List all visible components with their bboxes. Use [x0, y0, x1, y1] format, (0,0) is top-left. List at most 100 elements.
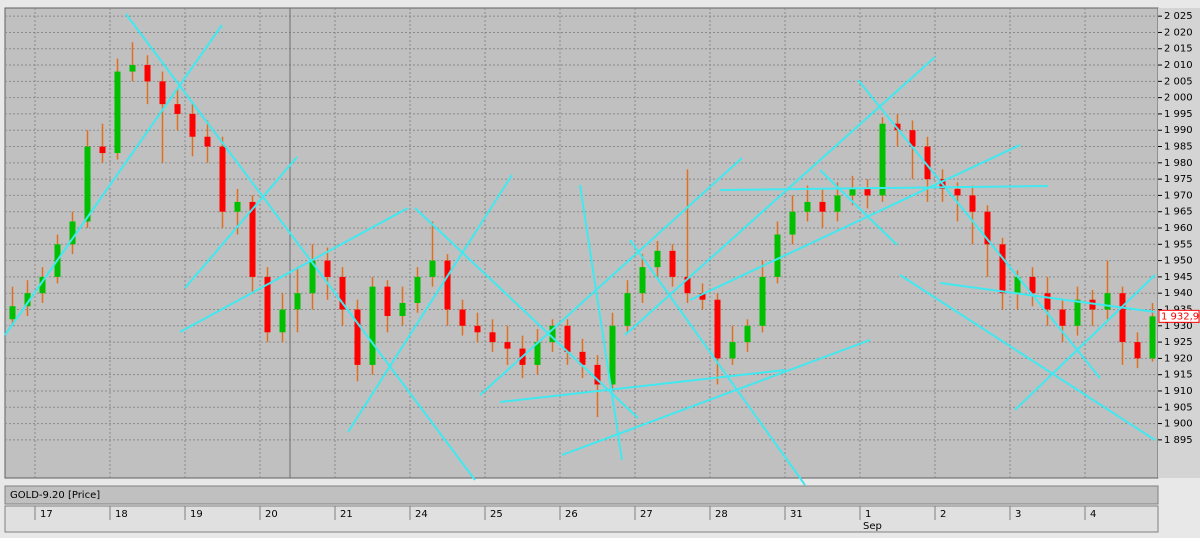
candle-body — [894, 123, 901, 131]
x-tick-label: 4 — [1090, 509, 1096, 520]
y-tick-label: 2 000 — [1164, 93, 1193, 104]
candle-body — [1074, 299, 1081, 326]
candle-body — [69, 221, 76, 245]
candle-body — [99, 146, 106, 154]
info-strip — [4, 485, 1159, 505]
candle-body — [834, 195, 841, 212]
candle-body — [639, 267, 646, 294]
candle-body — [1149, 316, 1156, 359]
candle-body — [759, 276, 766, 326]
price-axis — [1158, 8, 1200, 478]
candle-body — [9, 306, 16, 320]
candle-body — [234, 201, 241, 212]
candle-body — [249, 201, 256, 277]
candle-body — [774, 234, 781, 277]
candle-body — [324, 260, 331, 277]
candle-body — [444, 260, 451, 310]
candle-body — [729, 342, 736, 359]
trendline — [579, 184, 623, 461]
candle-body — [504, 342, 511, 349]
candle-body — [84, 146, 91, 222]
y-tick-label: 1 970 — [1164, 190, 1193, 201]
last-price-label: 1 932,9 — [1161, 311, 1199, 322]
candle-body — [159, 81, 166, 105]
candle-body — [1104, 293, 1111, 310]
trendline — [819, 169, 898, 246]
trendline — [479, 157, 743, 396]
candle-body — [624, 293, 631, 326]
x-tick-label: 31 — [790, 509, 803, 520]
candle-body — [1059, 309, 1066, 326]
candle-body — [849, 188, 856, 196]
candle-body — [39, 276, 46, 294]
x-tick-label: 19 — [190, 509, 203, 520]
trendline — [125, 13, 476, 481]
candle-body — [384, 286, 391, 317]
y-tick-label: 1 995 — [1164, 109, 1193, 120]
y-tick-label: 1 985 — [1164, 142, 1193, 153]
trendline — [414, 207, 639, 419]
candle-body — [924, 146, 931, 180]
candle-body — [909, 130, 916, 147]
y-tick-label: 1 940 — [1164, 288, 1193, 299]
y-tick-label: 1 990 — [1164, 125, 1193, 136]
x-tick-label: 17 — [40, 509, 53, 520]
trendline — [561, 339, 871, 456]
candle-body — [279, 309, 286, 333]
candle-body — [864, 188, 871, 196]
candle-body — [114, 71, 121, 154]
x-tick-label: 3 — [1015, 509, 1021, 520]
y-tick-label: 1 980 — [1164, 158, 1193, 169]
candle-body — [699, 293, 706, 300]
candle-body — [474, 325, 481, 333]
candle-body — [714, 299, 721, 359]
candle-body — [744, 325, 751, 343]
candle-body — [999, 244, 1006, 294]
y-tick-label: 1 975 — [1164, 174, 1193, 185]
trendlines — [4, 13, 1156, 486]
y-tick-label: 1 910 — [1164, 386, 1193, 397]
y-tick-label: 2 015 — [1164, 44, 1193, 55]
x-tick-label: 28 — [715, 509, 728, 520]
y-tick-label: 1 895 — [1164, 435, 1193, 446]
candle-body — [369, 286, 376, 365]
month-label: Sep — [863, 521, 882, 532]
y-tick-label: 2 010 — [1164, 60, 1193, 71]
candle-body — [189, 113, 196, 137]
y-tick-label: 2 020 — [1164, 27, 1193, 38]
x-tick-label: 21 — [340, 509, 353, 520]
candle-body — [309, 260, 316, 294]
x-tick-label: 18 — [115, 509, 128, 520]
x-tick-label: 1 — [865, 509, 871, 520]
candle-body — [219, 146, 226, 212]
y-tick-label: 1 950 — [1164, 256, 1193, 267]
y-tick-label: 2 025 — [1164, 11, 1193, 22]
candle-body — [174, 104, 181, 114]
y-tick-label: 1 930 — [1164, 321, 1193, 332]
candle-body — [609, 325, 616, 385]
y-tick-label: 1 905 — [1164, 402, 1193, 413]
trendline — [4, 24, 223, 336]
candle-body — [24, 293, 31, 307]
x-tick-label: 26 — [565, 509, 578, 520]
candle-body — [339, 276, 346, 310]
candle-body — [549, 325, 556, 343]
candles — [9, 42, 1156, 418]
trendline — [939, 282, 1156, 313]
y-tick-label: 1 960 — [1164, 223, 1193, 234]
candle-body — [1134, 342, 1141, 359]
trendline — [719, 185, 1049, 191]
x-tick-label: 24 — [415, 509, 428, 520]
candle-body — [129, 65, 136, 72]
trendline — [184, 156, 298, 289]
candle-body — [594, 364, 601, 385]
candle-body — [954, 188, 961, 196]
y-tick-label: 1 945 — [1164, 272, 1193, 283]
y-tick-label: 1 925 — [1164, 337, 1193, 348]
grid — [5, 8, 1158, 478]
candle-body — [789, 211, 796, 235]
candle-body — [414, 276, 421, 303]
candle-body — [804, 201, 811, 212]
y-tick-label: 1 920 — [1164, 353, 1193, 364]
candle-body — [819, 201, 826, 212]
